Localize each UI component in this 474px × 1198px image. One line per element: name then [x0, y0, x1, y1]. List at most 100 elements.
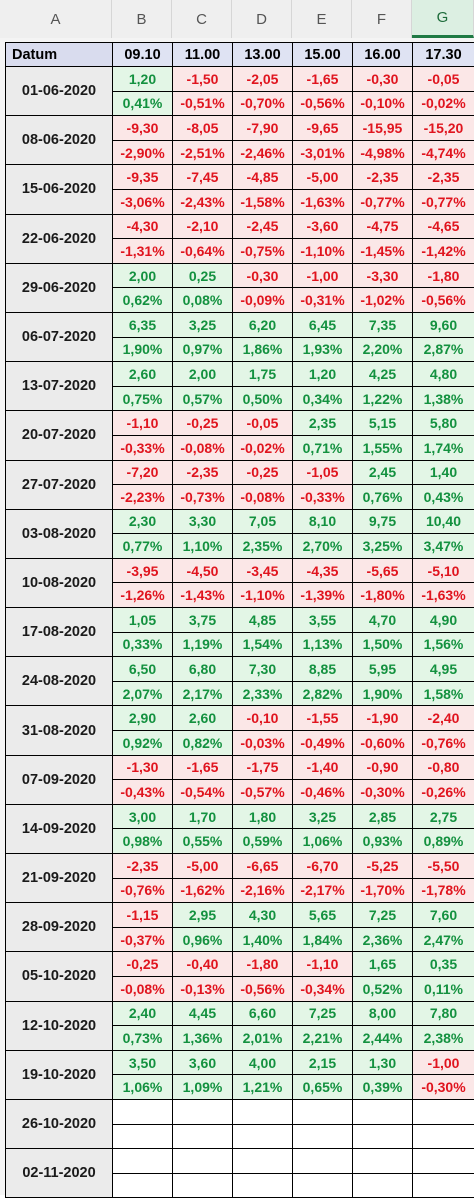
change-percent-cell[interactable]: -0,77% — [413, 189, 474, 214]
time-header[interactable]: 17.30 — [413, 43, 474, 67]
change-percent-cell[interactable]: 2,21% — [293, 1026, 353, 1051]
change-value-cell[interactable]: 6,20 — [233, 312, 293, 337]
change-percent-cell[interactable] — [173, 1124, 233, 1149]
change-value-cell[interactable] — [233, 1099, 293, 1124]
change-value-cell[interactable] — [293, 1099, 353, 1124]
column-header-d[interactable]: D — [232, 0, 292, 38]
change-percent-cell[interactable]: -0,08% — [233, 485, 293, 510]
change-percent-cell[interactable]: -1,43% — [173, 583, 233, 608]
time-header[interactable]: 11.00 — [173, 43, 233, 67]
datum-header[interactable]: Datum — [6, 43, 113, 67]
change-value-cell[interactable]: -4,50 — [173, 558, 233, 583]
change-value-cell[interactable]: -9,35 — [113, 165, 173, 190]
change-value-cell[interactable]: 7,80 — [413, 1001, 474, 1026]
change-value-cell[interactable]: -1,10 — [293, 952, 353, 977]
change-percent-cell[interactable]: 3,47% — [413, 534, 474, 559]
change-value-cell[interactable]: 4,85 — [233, 608, 293, 633]
change-value-cell[interactable]: 7,05 — [233, 509, 293, 534]
change-percent-cell[interactable]: 1,54% — [233, 632, 293, 657]
change-percent-cell[interactable] — [173, 1173, 233, 1198]
change-percent-cell[interactable]: 0,89% — [413, 829, 474, 854]
change-percent-cell[interactable]: -0,30% — [413, 1075, 474, 1100]
change-value-cell[interactable]: -1,05 — [293, 460, 353, 485]
change-percent-cell[interactable]: -0,33% — [293, 485, 353, 510]
column-header-c[interactable]: C — [172, 0, 232, 38]
change-value-cell[interactable]: -0,25 — [233, 460, 293, 485]
change-percent-cell[interactable]: -1,80% — [353, 583, 413, 608]
change-value-cell[interactable]: 7,25 — [353, 903, 413, 928]
change-value-cell[interactable]: -1,00 — [293, 263, 353, 288]
time-header[interactable]: 13.00 — [233, 43, 293, 67]
change-percent-cell[interactable] — [353, 1173, 413, 1198]
change-value-cell[interactable]: 5,80 — [413, 411, 474, 436]
change-value-cell[interactable]: 3,60 — [173, 1050, 233, 1075]
change-percent-cell[interactable] — [233, 1124, 293, 1149]
time-header[interactable]: 09.10 — [113, 43, 173, 67]
change-percent-cell[interactable]: -0,09% — [233, 288, 293, 313]
column-header-g[interactable]: G — [412, 0, 474, 38]
change-percent-cell[interactable]: 0,77% — [113, 534, 173, 559]
change-value-cell[interactable]: 3,25 — [173, 312, 233, 337]
change-percent-cell[interactable]: -0,13% — [173, 976, 233, 1001]
change-value-cell[interactable]: 7,60 — [413, 903, 474, 928]
change-percent-cell[interactable]: 1,38% — [413, 386, 474, 411]
change-value-cell[interactable] — [413, 1099, 474, 1124]
date-cell[interactable]: 14-09-2020 — [6, 804, 113, 853]
change-percent-cell[interactable]: 0,59% — [233, 829, 293, 854]
change-percent-cell[interactable]: -0,75% — [233, 239, 293, 264]
change-percent-cell[interactable]: -0,33% — [113, 435, 173, 460]
change-value-cell[interactable]: 3,00 — [113, 804, 173, 829]
date-cell[interactable]: 24-08-2020 — [6, 657, 113, 706]
change-value-cell[interactable]: -3,30 — [353, 263, 413, 288]
change-percent-cell[interactable]: 0,93% — [353, 829, 413, 854]
change-percent-cell[interactable]: -0,34% — [293, 976, 353, 1001]
change-percent-cell[interactable]: 0,52% — [353, 976, 413, 1001]
change-value-cell[interactable] — [413, 1149, 474, 1174]
change-percent-cell[interactable]: 1,36% — [173, 1026, 233, 1051]
change-value-cell[interactable]: -8,05 — [173, 116, 233, 141]
change-percent-cell[interactable]: 0,39% — [353, 1075, 413, 1100]
change-value-cell[interactable]: 3,50 — [113, 1050, 173, 1075]
change-percent-cell[interactable]: 0,65% — [293, 1075, 353, 1100]
change-percent-cell[interactable]: 1,13% — [293, 632, 353, 657]
change-value-cell[interactable]: -1,15 — [113, 903, 173, 928]
change-value-cell[interactable]: -1,50 — [173, 67, 233, 92]
change-value-cell[interactable]: -1,00 — [413, 1050, 474, 1075]
change-percent-cell[interactable]: 1,50% — [353, 632, 413, 657]
change-percent-cell[interactable]: 0,96% — [173, 927, 233, 952]
change-value-cell[interactable]: 2,75 — [413, 804, 474, 829]
change-value-cell[interactable]: 1,75 — [233, 362, 293, 387]
change-percent-cell[interactable]: 1,21% — [233, 1075, 293, 1100]
change-percent-cell[interactable]: -0,03% — [233, 731, 293, 756]
change-value-cell[interactable]: -2,10 — [173, 214, 233, 239]
change-value-cell[interactable]: 1,30 — [353, 1050, 413, 1075]
change-percent-cell[interactable]: 1,90% — [113, 337, 173, 362]
change-percent-cell[interactable]: 1,09% — [173, 1075, 233, 1100]
change-percent-cell[interactable]: 0,34% — [293, 386, 353, 411]
change-value-cell[interactable]: -5,00 — [173, 854, 233, 879]
change-percent-cell[interactable]: 0,55% — [173, 829, 233, 854]
change-value-cell[interactable]: -5,25 — [353, 854, 413, 879]
change-value-cell[interactable]: -5,00 — [293, 165, 353, 190]
change-percent-cell[interactable] — [293, 1124, 353, 1149]
change-value-cell[interactable]: -1,65 — [293, 67, 353, 92]
change-value-cell[interactable]: -4,35 — [293, 558, 353, 583]
change-value-cell[interactable]: -0,30 — [353, 67, 413, 92]
date-cell[interactable]: 06-07-2020 — [6, 312, 113, 361]
change-value-cell[interactable] — [113, 1099, 173, 1124]
change-percent-cell[interactable]: -1,63% — [413, 583, 474, 608]
change-percent-cell[interactable] — [413, 1124, 474, 1149]
change-value-cell[interactable]: 4,00 — [233, 1050, 293, 1075]
change-value-cell[interactable]: 2,60 — [173, 706, 233, 731]
change-value-cell[interactable] — [293, 1149, 353, 1174]
change-percent-cell[interactable]: -0,43% — [113, 780, 173, 805]
change-value-cell[interactable]: 7,35 — [353, 312, 413, 337]
change-value-cell[interactable]: -0,80 — [413, 755, 474, 780]
change-value-cell[interactable]: -1,65 — [173, 755, 233, 780]
change-percent-cell[interactable]: -1,63% — [293, 189, 353, 214]
change-percent-cell[interactable]: 1,06% — [113, 1075, 173, 1100]
change-value-cell[interactable]: -1,40 — [293, 755, 353, 780]
change-value-cell[interactable]: -0,05 — [233, 411, 293, 436]
change-value-cell[interactable]: 1,05 — [113, 608, 173, 633]
change-percent-cell[interactable]: 0,57% — [173, 386, 233, 411]
